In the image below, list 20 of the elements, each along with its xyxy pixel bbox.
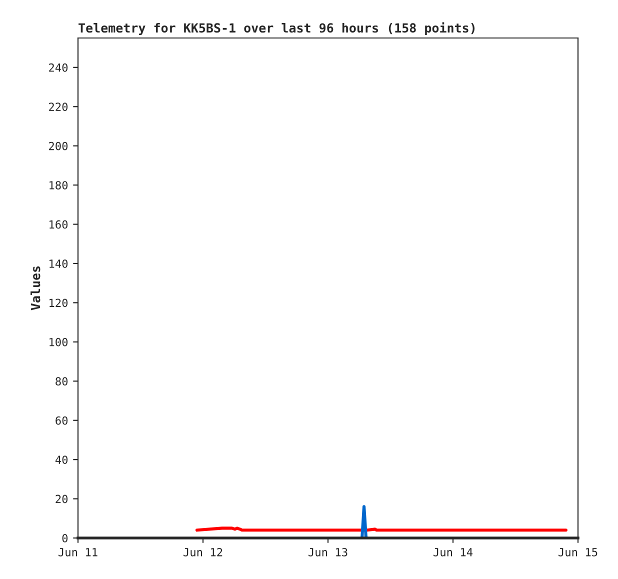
y-tick-label: 200 bbox=[49, 142, 68, 150]
y-tick-label: 60 bbox=[56, 416, 68, 425]
y-tick-label: 140 bbox=[50, 259, 68, 268]
y-tick-label: 240 bbox=[49, 63, 68, 72]
y-tick-label: 100 bbox=[50, 338, 68, 346]
y-tick-label: 20 bbox=[56, 494, 68, 504]
y-tick-label: 40 bbox=[55, 456, 68, 464]
y-tick-label: 80 bbox=[56, 377, 68, 386]
x-tick-label: Jun 12 bbox=[184, 548, 222, 556]
y-axis-title: Values bbox=[30, 266, 40, 310]
x-tick-label: Jun 15 bbox=[558, 548, 598, 556]
y-tick-label: 220 bbox=[49, 102, 68, 112]
chart-title: Telemetry for KK5BS-1 over last 96 hours (158 points) bbox=[78, 22, 475, 36]
x-tick-label: Jun 11 bbox=[58, 548, 98, 556]
y-tick-label: 160 bbox=[50, 220, 68, 229]
y-tick-label: 120 bbox=[50, 298, 68, 308]
x-tick-label: Jun 14 bbox=[434, 548, 473, 556]
x-tick-label: Jun 13 bbox=[308, 548, 348, 556]
y-tick-label: 180 bbox=[50, 181, 68, 190]
y-tick-label: 0 bbox=[62, 534, 68, 542]
